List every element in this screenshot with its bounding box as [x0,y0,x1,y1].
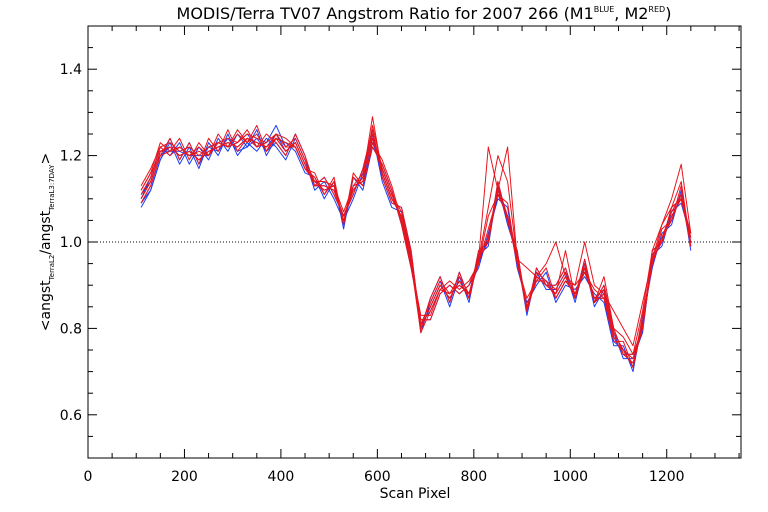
x-tick-label: 0 [84,469,93,485]
y-tick-label: 1.2 [60,149,82,165]
plot-frame [87,25,742,459]
x-tick-label: 400 [268,469,295,485]
x-tick-label: 1200 [649,469,685,485]
ticks-layer: 0 200 400 600 800 1000 1200 0.6 0.8 1.0 1.2 1.4 [60,25,741,485]
y-tick-label: 0.6 [60,408,82,424]
chart-title: MODIS/Terra TV07 Angstrom Ratio for 2007… [177,4,672,23]
series-line-red-12 [140,133,692,347]
series-layer [140,116,692,373]
x-tick-label: 800 [460,469,487,485]
y-tick-label: 1.4 [60,62,82,78]
y-tick-label: 1.0 [60,235,82,251]
x-tick-label: 600 [364,469,391,485]
x-tick-label: 1000 [552,469,588,485]
x-axis-label: Scan Pixel [380,486,451,502]
x-tick-label: 200 [171,469,198,485]
y-tick-label: 0.8 [60,321,82,337]
y-axis-label: <angstTerraL2/angstTerraL3:7DAY> [38,153,56,331]
